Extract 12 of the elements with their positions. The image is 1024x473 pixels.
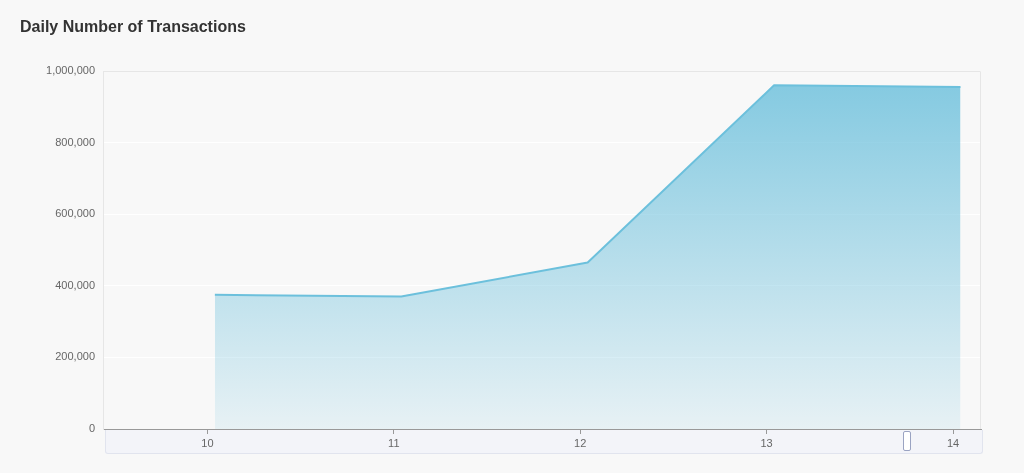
x-tick-label: 14 bbox=[946, 436, 960, 449]
y-tick-label: 1,000,000 bbox=[46, 64, 95, 77]
y-tick-label: 400,000 bbox=[55, 278, 95, 291]
x-tick-label: 12 bbox=[574, 436, 587, 449]
chart-title: Daily Number of Transactions bbox=[20, 17, 246, 37]
x-tick-label: 10 bbox=[201, 436, 214, 449]
y-tick-label: 0 bbox=[88, 422, 95, 435]
y-tick-label: 200,000 bbox=[55, 350, 95, 363]
y-tick-label: 800,000 bbox=[55, 135, 95, 148]
y-tick-label: 600,000 bbox=[55, 207, 95, 220]
x-tick-label: 11 bbox=[388, 436, 400, 449]
x-tick-label: 13 bbox=[760, 436, 773, 449]
